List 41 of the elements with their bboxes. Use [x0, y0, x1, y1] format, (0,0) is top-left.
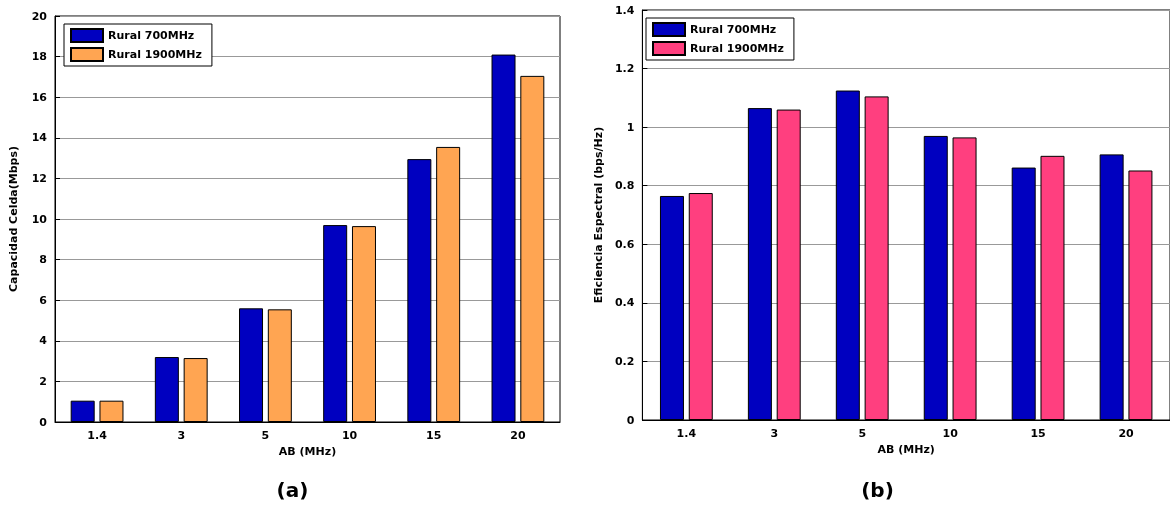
y-tick-label: 0.8: [614, 179, 635, 193]
y-tick-label: 20: [31, 9, 48, 23]
y-tick-label: 0.6: [614, 237, 635, 251]
text: (b): [860, 478, 895, 502]
x-tick-label: 15: [1030, 427, 1046, 440]
y-axis-title: Eficiencia Espectral (bps/Hz): [592, 126, 605, 304]
x-tick-label: 10: [942, 427, 959, 440]
legend-label: Rural 700MHz: [108, 29, 195, 42]
y-tick-label: 1.4: [614, 3, 635, 17]
legend-label: Rural 700MHz: [690, 23, 777, 36]
x-tick-label: 3: [177, 429, 186, 442]
x-tick-label: 1.4: [87, 429, 108, 442]
y-tick-label: 0.2: [614, 354, 635, 368]
y-tick-label: 2: [39, 374, 47, 388]
x-tick-label: 20: [1118, 427, 1135, 440]
x-tick-label: 3: [770, 427, 779, 440]
y-tick-label: 1: [626, 120, 635, 134]
x-tick-label: 1.4: [676, 427, 697, 440]
y-tick-label: 1.2: [614, 62, 635, 76]
x-axis-title: AB (MHz): [278, 444, 337, 458]
y-axis-title: Capacidad Celda(Mbps): [7, 146, 20, 292]
y-tick-label: 14: [31, 131, 48, 145]
x-axis-title: AB (MHz): [877, 442, 935, 456]
legend-label: Rural 1900MHz: [690, 42, 784, 55]
x-tick-label: 20: [510, 429, 526, 442]
y-tick-label: 12: [31, 171, 47, 185]
y-tick-label: 4: [39, 334, 48, 348]
y-tick-label: 0.4: [614, 296, 635, 310]
x-tick-label: 10: [341, 429, 358, 442]
x-tick-label: 15: [426, 429, 442, 442]
y-tick-label: 6: [39, 293, 48, 307]
x-tick-label: 5: [858, 427, 867, 440]
legend-label: Rural 1900MHz: [108, 48, 202, 61]
y-tick-label: 18: [31, 50, 47, 64]
x-tick-label: 5: [261, 429, 270, 442]
y-tick-label: 16: [31, 90, 48, 104]
y-tick-label: 0: [626, 413, 635, 427]
y-tick-label: 10: [31, 212, 48, 226]
y-tick-label: 8: [39, 253, 47, 267]
y-tick-label: 0: [39, 415, 48, 429]
text: (a): [275, 478, 310, 502]
